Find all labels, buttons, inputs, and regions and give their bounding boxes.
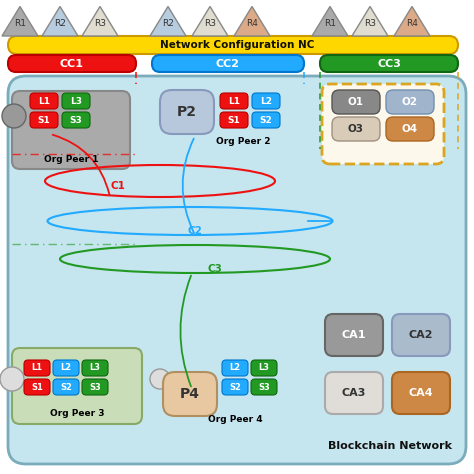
FancyBboxPatch shape <box>392 314 450 356</box>
FancyBboxPatch shape <box>12 348 142 424</box>
Text: CA2: CA2 <box>409 330 433 340</box>
Text: Blockchain Network: Blockchain Network <box>328 441 452 451</box>
Text: L3: L3 <box>70 97 82 106</box>
Text: R1: R1 <box>324 18 336 27</box>
Text: S1: S1 <box>31 383 43 392</box>
FancyBboxPatch shape <box>252 112 280 128</box>
FancyBboxPatch shape <box>30 93 58 109</box>
FancyBboxPatch shape <box>160 90 214 134</box>
FancyBboxPatch shape <box>220 112 248 128</box>
Text: Org Peer 2: Org Peer 2 <box>216 137 270 146</box>
FancyBboxPatch shape <box>62 93 90 109</box>
Text: L2: L2 <box>229 364 241 373</box>
FancyBboxPatch shape <box>251 379 277 395</box>
Text: O4: O4 <box>402 124 418 134</box>
FancyBboxPatch shape <box>12 91 130 169</box>
FancyBboxPatch shape <box>222 360 248 376</box>
FancyBboxPatch shape <box>8 36 458 54</box>
Text: R2: R2 <box>54 18 66 27</box>
FancyBboxPatch shape <box>251 360 277 376</box>
FancyBboxPatch shape <box>8 55 136 72</box>
FancyBboxPatch shape <box>325 314 383 356</box>
FancyBboxPatch shape <box>320 55 458 72</box>
Text: L2: L2 <box>260 97 272 106</box>
Text: S2: S2 <box>60 383 72 392</box>
FancyBboxPatch shape <box>82 360 108 376</box>
Text: Org Peer 3: Org Peer 3 <box>50 410 104 419</box>
Polygon shape <box>394 7 430 36</box>
FancyBboxPatch shape <box>24 379 50 395</box>
Polygon shape <box>192 7 228 36</box>
FancyBboxPatch shape <box>386 90 434 114</box>
Polygon shape <box>234 7 270 36</box>
Circle shape <box>0 367 24 391</box>
Text: CA1: CA1 <box>342 330 366 340</box>
Text: R1: R1 <box>14 18 26 27</box>
FancyBboxPatch shape <box>325 372 383 414</box>
Polygon shape <box>42 7 78 36</box>
FancyBboxPatch shape <box>8 76 466 464</box>
Text: O1: O1 <box>348 97 364 107</box>
Text: P4: P4 <box>180 387 200 401</box>
Text: S2: S2 <box>229 383 241 392</box>
Text: Org Peer 4: Org Peer 4 <box>208 414 262 423</box>
Text: S3: S3 <box>70 116 82 125</box>
Text: S1: S1 <box>228 116 240 125</box>
Text: CA4: CA4 <box>409 388 433 398</box>
Text: CC3: CC3 <box>377 58 401 69</box>
Text: R4: R4 <box>406 18 418 27</box>
FancyBboxPatch shape <box>332 90 380 114</box>
Polygon shape <box>150 7 186 36</box>
FancyBboxPatch shape <box>163 372 217 416</box>
FancyBboxPatch shape <box>53 360 79 376</box>
Text: R3: R3 <box>94 18 106 27</box>
Text: L1: L1 <box>38 97 50 106</box>
Text: R2: R2 <box>162 18 174 27</box>
Text: O2: O2 <box>402 97 418 107</box>
FancyBboxPatch shape <box>62 112 90 128</box>
Text: L1: L1 <box>228 97 240 106</box>
Polygon shape <box>312 7 348 36</box>
Text: R3: R3 <box>204 18 216 27</box>
Text: R4: R4 <box>246 18 258 27</box>
Text: S3: S3 <box>258 383 270 392</box>
Text: CC1: CC1 <box>60 58 84 69</box>
FancyBboxPatch shape <box>222 379 248 395</box>
Text: L3: L3 <box>90 364 100 373</box>
Text: C1: C1 <box>110 181 126 191</box>
Circle shape <box>2 104 26 128</box>
Circle shape <box>150 369 170 389</box>
FancyBboxPatch shape <box>252 93 280 109</box>
FancyBboxPatch shape <box>386 117 434 141</box>
Text: C2: C2 <box>188 226 202 236</box>
Text: O3: O3 <box>348 124 364 134</box>
Text: Org Peer 1: Org Peer 1 <box>44 155 98 164</box>
Text: S1: S1 <box>37 116 50 125</box>
FancyBboxPatch shape <box>220 93 248 109</box>
Text: S3: S3 <box>89 383 101 392</box>
Polygon shape <box>352 7 388 36</box>
FancyBboxPatch shape <box>53 379 79 395</box>
Text: S2: S2 <box>260 116 273 125</box>
FancyBboxPatch shape <box>392 372 450 414</box>
FancyBboxPatch shape <box>332 117 380 141</box>
Text: L2: L2 <box>61 364 72 373</box>
FancyBboxPatch shape <box>30 112 58 128</box>
FancyBboxPatch shape <box>322 84 444 164</box>
Text: L3: L3 <box>258 364 270 373</box>
FancyBboxPatch shape <box>152 55 304 72</box>
Text: CA3: CA3 <box>342 388 366 398</box>
Text: R3: R3 <box>364 18 376 27</box>
Text: P2: P2 <box>177 105 197 119</box>
Text: CC2: CC2 <box>216 58 240 69</box>
Polygon shape <box>2 7 38 36</box>
Text: C3: C3 <box>208 264 222 274</box>
FancyBboxPatch shape <box>82 379 108 395</box>
Text: L1: L1 <box>31 364 43 373</box>
FancyBboxPatch shape <box>24 360 50 376</box>
Polygon shape <box>82 7 118 36</box>
Text: Network Configuration NC: Network Configuration NC <box>160 40 314 50</box>
